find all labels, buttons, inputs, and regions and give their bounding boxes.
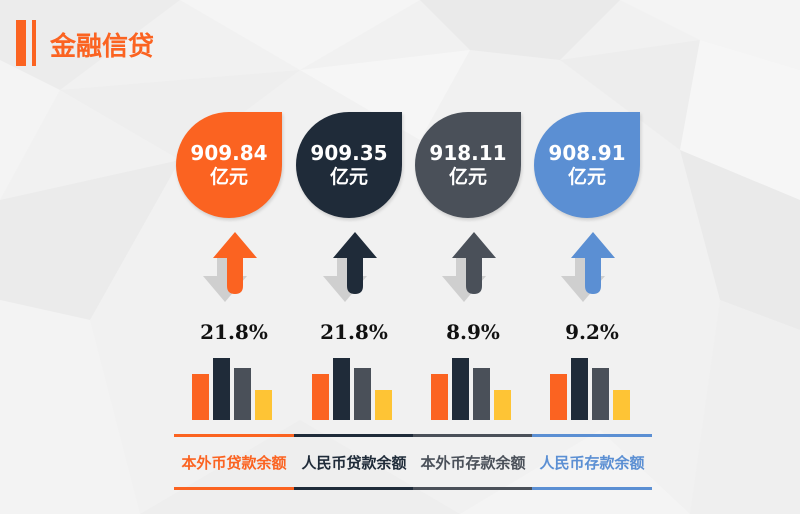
bar-chart-icon-bar: [613, 390, 630, 420]
divider-top: [294, 434, 414, 437]
stat-card: 908.91 亿元 9.2% 人民币存款余额: [532, 0, 652, 514]
bar-chart-icon-bar: [354, 368, 371, 420]
arrow-up-icon: [561, 232, 615, 302]
stat-label: 人民币贷款余额: [301, 454, 407, 472]
arrow-down-shadow-icon: [203, 252, 247, 302]
arrow-down-shadow-icon: [442, 252, 486, 302]
arrow-up-icon: [442, 232, 496, 302]
bar-chart-icon-bar: [494, 390, 511, 420]
bar-chart-icon-bar: [333, 358, 350, 420]
stat-label: 本外币存款余额: [420, 454, 526, 472]
divider-bottom: [413, 487, 533, 490]
bar-chart-icon-bar: [375, 390, 392, 420]
title-accent-bar: [16, 20, 26, 66]
bar-chart-icon-bar: [592, 368, 609, 420]
amount-unit: 亿元: [448, 166, 487, 188]
bar-chart-icon-bar: [452, 358, 469, 420]
arrow-up-shape: [333, 232, 377, 294]
amount-unit: 亿元: [329, 166, 368, 188]
bar-chart-icon-bar: [192, 374, 209, 420]
bar-chart-icon-bar: [255, 390, 272, 420]
bar-chart-icon: [431, 358, 511, 420]
arrow-up-icon: [323, 232, 377, 302]
arrow-down-shadow-icon: [561, 252, 605, 302]
stat-card: 909.35 亿元 21.8% 人民币贷款余额: [294, 0, 414, 514]
bar-chart-icon-bar: [431, 374, 448, 420]
title-accent-bar-thin: [32, 20, 36, 66]
bar-chart-icon-bar: [312, 374, 329, 420]
divider-top: [532, 434, 652, 437]
stat-label: 本外币贷款余额: [181, 454, 287, 472]
bar-chart-icon-bar: [234, 368, 251, 420]
divider-top: [413, 434, 533, 437]
amount-bubble: 918.11 亿元: [415, 112, 521, 218]
arrow-up-icon: [203, 232, 257, 302]
bar-chart-icon: [192, 358, 272, 420]
arrow-up-shape: [452, 232, 496, 294]
bar-chart-icon-bar: [213, 358, 230, 420]
amount-value: 908.91: [548, 141, 626, 165]
divider-bottom: [532, 487, 652, 490]
amount-unit: 亿元: [567, 166, 606, 188]
divider-bottom: [294, 487, 414, 490]
bar-chart-icon: [550, 358, 630, 420]
growth-rate: 21.8%: [200, 320, 268, 344]
page-title: 金融信贷: [50, 32, 155, 62]
stat-card: 909.84 亿元 21.8% 本外币贷款余额: [174, 0, 294, 514]
bar-chart-icon: [312, 358, 392, 420]
stat-label: 人民币存款余额: [539, 454, 645, 472]
growth-rate: 9.2%: [565, 320, 619, 344]
amount-value: 918.11: [429, 141, 507, 165]
arrow-up-shape: [571, 232, 615, 294]
amount-bubble: 909.35 亿元: [296, 112, 402, 218]
amount-bubble: 908.91 亿元: [534, 112, 640, 218]
amount-unit: 亿元: [209, 166, 248, 188]
amount-value: 909.35: [310, 141, 388, 165]
amount-bubble: 909.84 亿元: [176, 112, 282, 218]
bar-chart-icon-bar: [473, 368, 490, 420]
bar-chart-icon-bar: [550, 374, 567, 420]
arrow-down-shadow-icon: [323, 252, 367, 302]
bar-chart-icon-bar: [571, 358, 588, 420]
growth-rate: 8.9%: [446, 320, 500, 344]
growth-rate: 21.8%: [320, 320, 388, 344]
divider-top: [174, 434, 294, 437]
stat-card: 918.11 亿元 8.9% 本外币存款余额: [413, 0, 533, 514]
amount-value: 909.84: [190, 141, 268, 165]
arrow-up-shape: [213, 232, 257, 294]
divider-bottom: [174, 487, 294, 490]
